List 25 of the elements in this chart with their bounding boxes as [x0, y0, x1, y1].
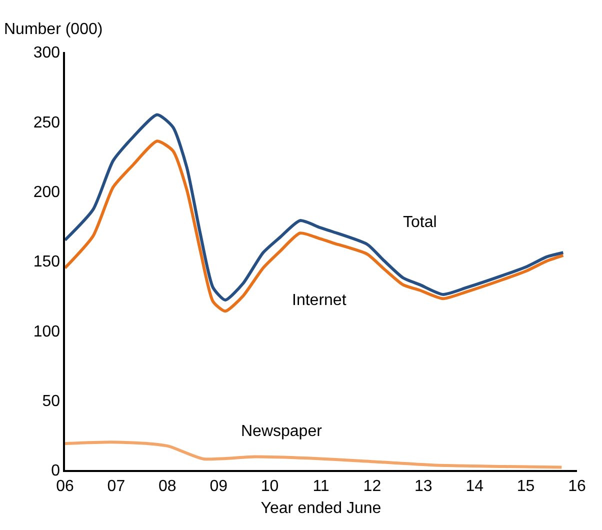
y-tick-label: 200 — [33, 184, 60, 201]
x-tick-label: 11 — [312, 478, 330, 495]
y-tick-label: 300 — [33, 44, 60, 62]
y-tick-label: 100 — [33, 323, 60, 340]
series-label: Newspaper — [241, 423, 323, 440]
y-tick-label: 0 — [51, 462, 60, 480]
text: Internet — [292, 292, 347, 309]
x-tick-label: 12 — [363, 478, 382, 495]
x-tick-label: 08 — [158, 478, 176, 495]
text: Total — [403, 214, 437, 231]
x-tick-label: 14 — [466, 478, 484, 495]
x-tick-label: 10 — [260, 478, 279, 495]
line-series — [65, 440, 564, 469]
x-tick-label: 07 — [107, 478, 126, 495]
y-axis-title: Number (000) — [4, 21, 103, 38]
line-series — [65, 140, 565, 313]
x-tick-label: 15 — [516, 478, 535, 495]
x-tick-label: 16 — [568, 478, 586, 495]
x-axis-title: Year ended June — [260, 500, 382, 518]
y-tick-label: 50 — [42, 392, 60, 410]
y-tick-label: 150 — [33, 254, 60, 271]
y-tick-label: 250 — [33, 114, 60, 132]
x-tick-label: 09 — [210, 478, 228, 495]
x-tick-label: 13 — [414, 478, 432, 495]
x-tick-label: 06 — [56, 478, 74, 495]
